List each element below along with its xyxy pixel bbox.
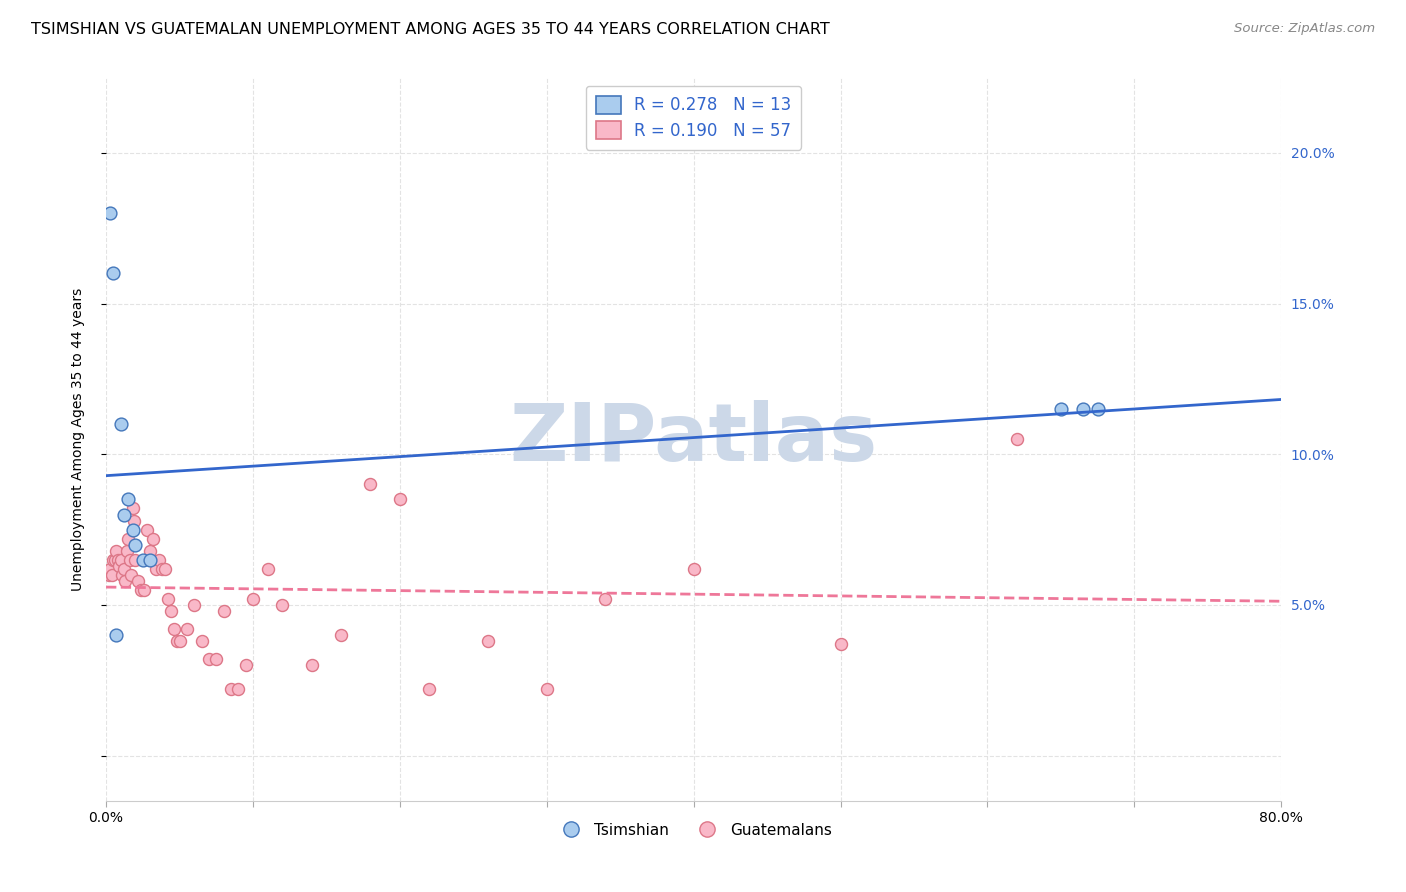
Text: ZIPatlas: ZIPatlas [509,401,877,478]
Point [1071,402,1094,417]
Point [101,567,124,582]
Point [190,634,212,648]
Point [124,538,146,552]
Point [205,652,228,666]
Point [121,523,143,537]
Point [111,567,134,582]
Point [159,604,181,618]
Point [235,658,257,673]
Text: Source: ZipAtlas.com: Source: ZipAtlas.com [1234,22,1375,36]
Point [100,206,122,220]
Point [122,514,145,528]
Point [100,562,122,576]
Point [112,562,135,576]
Point [183,598,205,612]
Point [110,553,132,567]
Point [115,543,138,558]
Point [198,652,221,666]
Point [134,582,156,597]
Point [142,532,165,546]
Point [103,553,125,567]
Point [271,598,294,612]
Point [226,682,249,697]
Point [162,622,184,636]
Point [139,553,162,567]
Point [219,682,242,697]
Point [121,501,143,516]
Point [112,508,135,522]
Point [536,682,558,697]
Y-axis label: Unemployment Among Ages 35 to 44 years: Unemployment Among Ages 35 to 44 years [72,287,86,591]
Point [98,567,121,582]
Point [169,634,191,648]
Point [132,553,155,567]
Point [105,543,128,558]
Point [118,553,141,567]
Point [682,562,704,576]
Point [139,543,162,558]
Point [124,553,146,567]
Point [107,553,129,567]
Point [176,622,198,636]
Point [117,532,139,546]
Point [108,558,131,573]
Point [131,582,153,597]
Point [104,553,127,567]
Point [242,591,264,606]
Text: TSIMSHIAN VS GUATEMALAN UNEMPLOYMENT AMONG AGES 35 TO 44 YEARS CORRELATION CHART: TSIMSHIAN VS GUATEMALAN UNEMPLOYMENT AMO… [31,22,830,37]
Point [114,574,136,588]
Point [156,591,179,606]
Point [388,492,411,507]
Point [166,634,188,648]
Point [145,562,167,576]
Point [1050,402,1073,417]
Point [136,523,159,537]
Point [105,628,128,642]
Point [830,637,852,651]
Point [120,567,142,582]
Point [595,591,617,606]
Point [330,628,353,642]
Point [150,562,173,576]
Point [1005,432,1028,446]
Legend: Tsimshian, Guatemalans: Tsimshian, Guatemalans [550,817,838,844]
Point [117,492,139,507]
Point [477,634,499,648]
Point [1087,402,1109,417]
Point [359,477,381,491]
Point [127,574,149,588]
Point [418,682,440,697]
Point [153,562,176,576]
Point [103,266,125,280]
Point [301,658,323,673]
Point [256,562,278,576]
Point [212,604,235,618]
Point [110,417,132,431]
Point [148,553,170,567]
